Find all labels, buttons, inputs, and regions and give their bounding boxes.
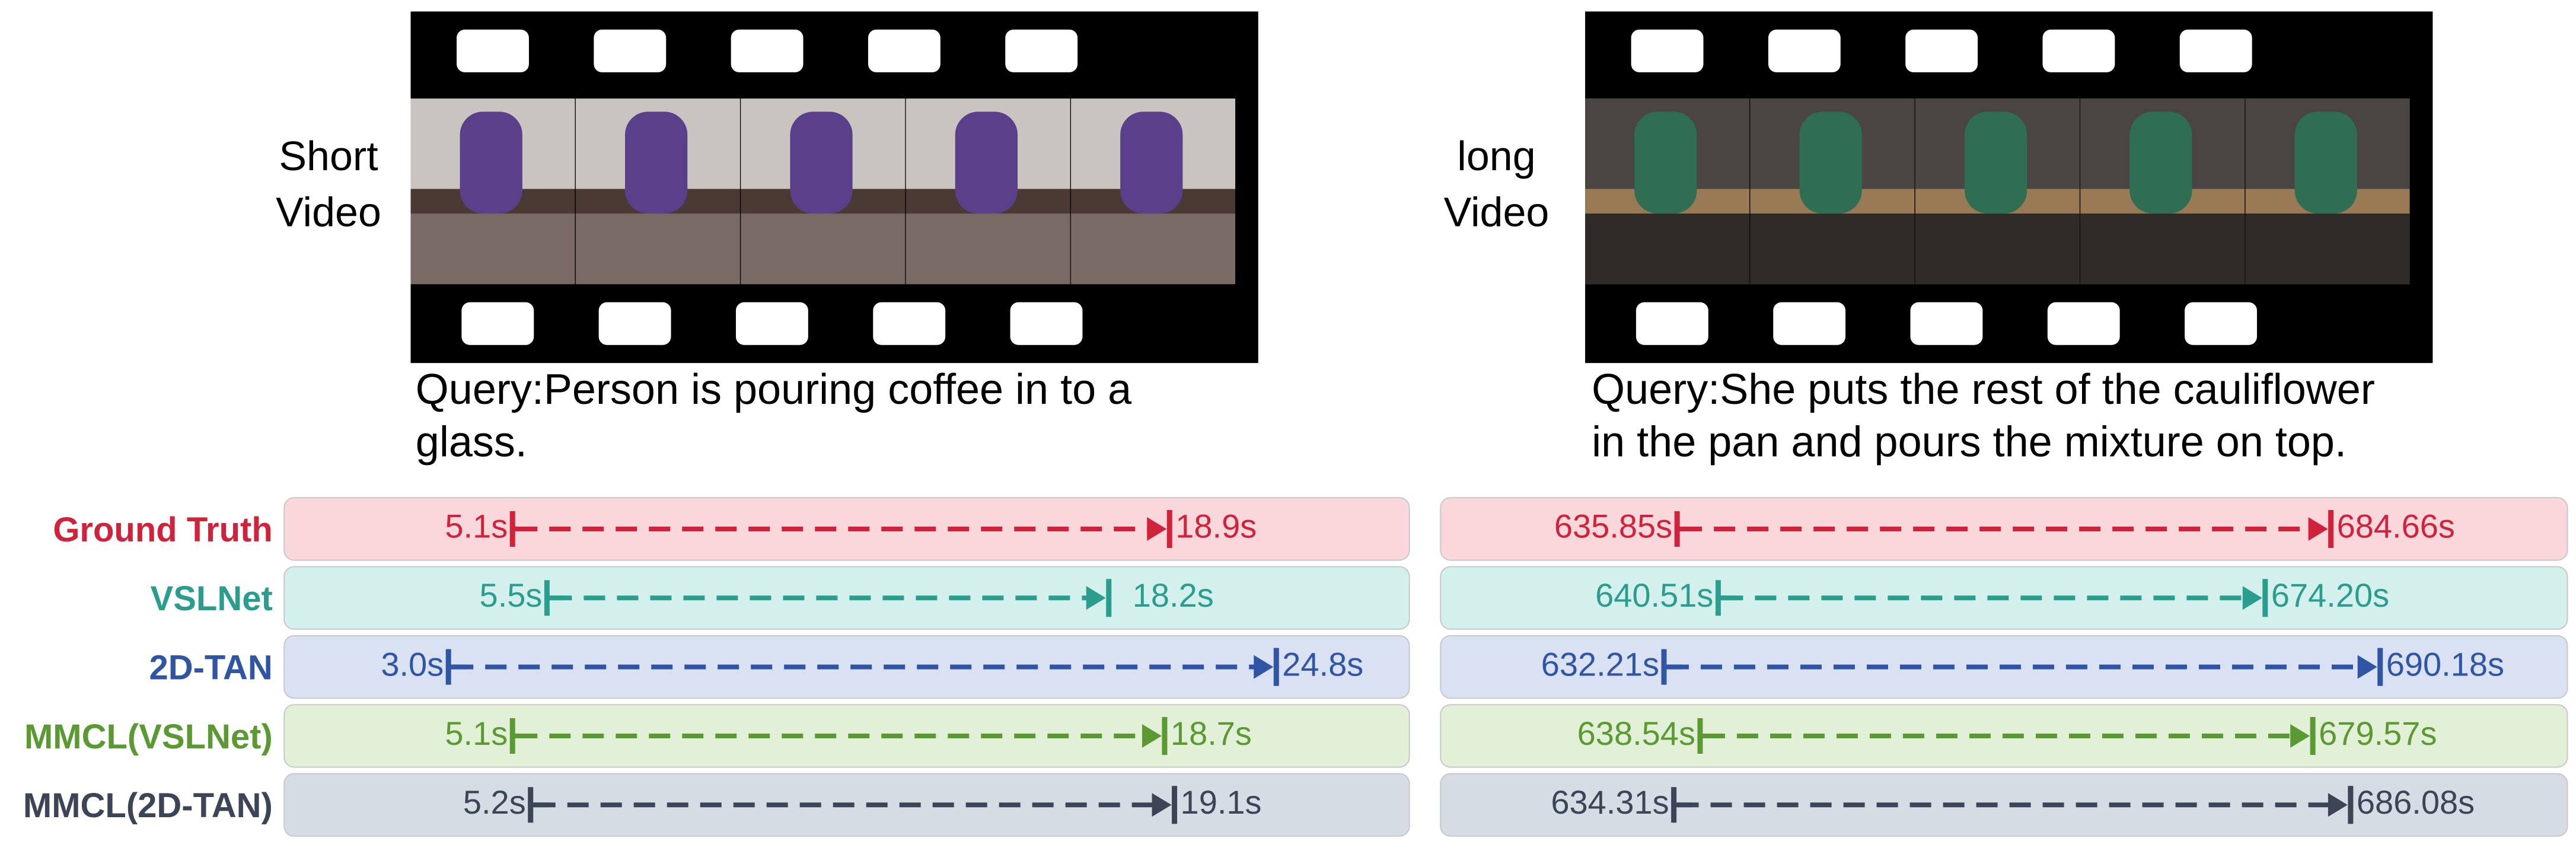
query-text: glass. <box>416 419 527 466</box>
start-time: 5.1s <box>445 715 508 752</box>
frame-table <box>575 213 740 285</box>
frame-table <box>1585 213 1750 285</box>
start-time: 5.2s <box>463 783 526 821</box>
film-hole <box>598 302 671 345</box>
video-label: long <box>1457 133 1535 179</box>
start-time: 638.54s <box>1577 715 1695 752</box>
frame-table <box>410 213 575 285</box>
end-time: 19.1s <box>1181 783 1262 821</box>
film-hole <box>1631 29 1704 72</box>
arrow-head <box>2290 723 2310 748</box>
frame-person <box>955 111 1018 214</box>
query-text: in the pan and pours the mixture on top. <box>1592 419 2347 466</box>
end-time: 18.2s <box>1133 576 1214 614</box>
film-hole <box>2042 29 2115 72</box>
method-label: MMCL(2D-TAN) <box>23 786 273 825</box>
arrow-head <box>2242 586 2262 610</box>
end-time: 690.18s <box>2386 645 2504 683</box>
film-hole <box>2185 302 2257 345</box>
end-time: 674.20s <box>2271 576 2389 614</box>
row-box <box>283 635 1410 699</box>
film-hole <box>1768 29 1841 72</box>
film-hole <box>2047 302 2120 345</box>
frame-person <box>460 111 522 214</box>
frame-person <box>624 111 688 214</box>
frame-table <box>906 213 1070 285</box>
end-time: 24.8s <box>1282 645 1363 683</box>
film-hole <box>1010 302 1083 345</box>
start-time: 5.5s <box>480 576 543 614</box>
film-hole <box>1005 29 1078 72</box>
start-time: 635.85s <box>1554 508 1672 545</box>
arrow-head <box>1254 655 1274 679</box>
frame-table <box>2245 213 2410 285</box>
end-time: 686.08s <box>2357 783 2475 821</box>
frame-person <box>790 111 853 214</box>
end-time: 18.7s <box>1171 715 1252 752</box>
film-hole <box>2179 29 2252 72</box>
film-hole <box>1905 29 1978 72</box>
film-hole <box>731 29 804 72</box>
frame-person <box>1634 111 1697 214</box>
method-label: VSLNet <box>151 579 273 618</box>
end-time: 679.57s <box>2319 715 2437 752</box>
film-hole <box>594 29 667 72</box>
arrow-head <box>1152 793 1172 817</box>
row-box <box>283 704 1410 768</box>
film-hole <box>1910 302 1983 345</box>
start-time: 5.1s <box>445 508 508 545</box>
frame-person <box>1799 111 1862 214</box>
arrow-head <box>2308 517 2328 541</box>
frame-table <box>2080 213 2245 285</box>
start-time: 634.31s <box>1551 783 1669 821</box>
frame-table <box>1915 213 2080 285</box>
method-label: Ground Truth <box>53 511 273 549</box>
frame-person <box>2294 111 2357 214</box>
film-hole <box>735 302 808 345</box>
query-text: Query:She puts the rest of the cauliflow… <box>1592 366 2375 413</box>
frame-table <box>1750 213 1915 285</box>
end-time: 18.9s <box>1175 508 1257 545</box>
film-hole <box>873 302 946 345</box>
method-label: MMCL(VSLNet) <box>24 718 273 756</box>
video-label: Video <box>276 189 381 235</box>
end-time: 684.66s <box>2337 508 2455 545</box>
row-box <box>283 566 1410 630</box>
video-label: Video <box>1444 189 1550 235</box>
frame-table <box>741 213 906 285</box>
frame-person <box>2129 111 2192 214</box>
film-hole <box>1635 302 1708 345</box>
film-hole <box>868 29 941 72</box>
arrow-head <box>2357 655 2377 679</box>
frame-table <box>1071 213 1236 285</box>
query-text: Query:Person is pouring coffee in to a <box>416 366 1132 413</box>
film-hole <box>1773 302 1846 345</box>
row-box <box>283 497 1410 561</box>
frame-person <box>1964 111 2027 214</box>
start-time: 632.21s <box>1541 645 1659 683</box>
arrow-head <box>1147 517 1167 541</box>
arrow-head <box>2328 793 2348 817</box>
film-hole <box>461 302 534 345</box>
film-hole <box>457 29 529 72</box>
video-label: Short <box>279 133 378 179</box>
arrow-head <box>1142 723 1162 748</box>
start-time: 640.51s <box>1595 576 1713 614</box>
frame-person <box>1120 111 1183 214</box>
arrow-head <box>1086 586 1106 610</box>
method-label: 2D-TAN <box>149 648 272 687</box>
row-box <box>1440 773 2568 837</box>
row-box <box>1440 497 2568 561</box>
start-time: 3.0s <box>381 645 444 683</box>
